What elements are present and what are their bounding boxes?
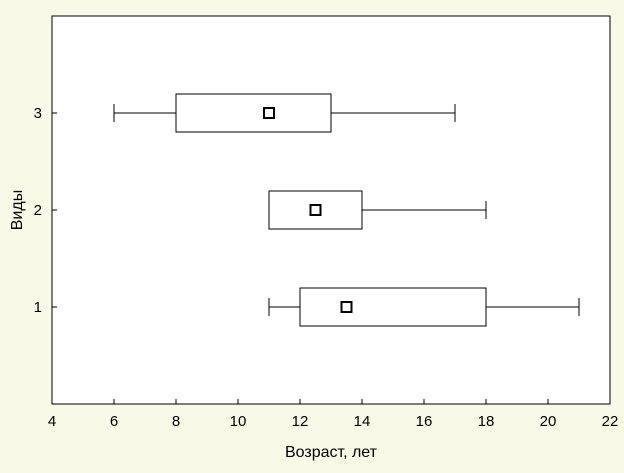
box-group-3 (113, 93, 456, 133)
x-axis: 4 6 8 10 12 14 16 18 20 22 (48, 399, 619, 430)
x-tick-label: 10 (230, 413, 247, 430)
box (299, 287, 487, 327)
box-group-2 (268, 190, 487, 230)
center-marker (263, 107, 275, 119)
y-tick-label: 3 (34, 105, 42, 122)
x-tick-label: 12 (292, 413, 309, 430)
y-tick-label: 2 (34, 202, 42, 219)
center-marker (309, 204, 322, 216)
x-tick-label: 8 (172, 413, 180, 430)
box (175, 93, 332, 133)
x-tick-label: 6 (110, 413, 118, 430)
x-tick-label: 14 (354, 413, 371, 430)
x-tick-label: 20 (540, 413, 557, 430)
x-tick-label: 4 (48, 413, 56, 430)
center-marker (340, 301, 353, 313)
x-tick-label: 16 (416, 413, 433, 430)
x-tick-label: 22 (602, 413, 619, 430)
x-axis-label: Возраст, лет (285, 444, 378, 461)
y-tick-label: 1 (34, 299, 42, 316)
x-tick-label: 18 (478, 413, 495, 430)
box-series (113, 93, 580, 327)
y-axis: 1 2 3 (34, 105, 57, 316)
box-group-1 (268, 287, 580, 327)
y-axis-label: Виды (9, 190, 26, 230)
